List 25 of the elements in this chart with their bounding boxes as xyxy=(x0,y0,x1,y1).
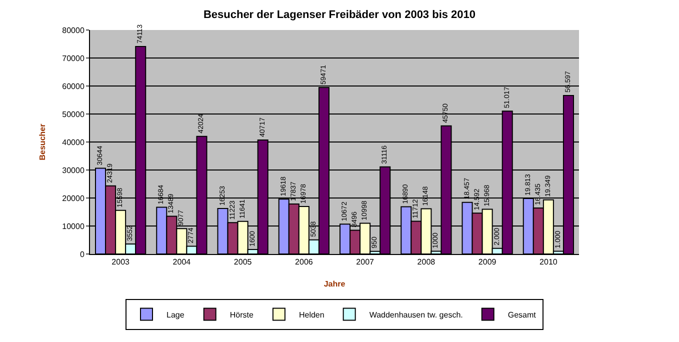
x-tick-label: 2004 xyxy=(172,258,192,267)
y-tick-label: 0 xyxy=(80,250,85,259)
x-tick-label: 2008 xyxy=(417,258,436,267)
y-tick-label: 20000 xyxy=(62,194,85,203)
legend-label: Helden xyxy=(298,310,324,320)
y-tick-label: 70000 xyxy=(62,54,85,63)
y-tick-label: 50000 xyxy=(62,110,85,119)
y-tick-label: 30000 xyxy=(62,166,85,175)
y-tick-label: 10000 xyxy=(62,222,85,231)
y-axis-title: Besucher xyxy=(38,124,47,160)
legend-label: Lage xyxy=(166,310,185,320)
y-tick-label: 40000 xyxy=(62,138,85,147)
x-tick-label: 2009 xyxy=(478,258,497,267)
x-tick-label: 2005 xyxy=(234,258,252,267)
y-tick-label: 80000 xyxy=(62,26,85,35)
chart-title: Besucher der Lagenser Freibäder von 2003 bis 2010 xyxy=(203,8,476,21)
x-tick-label: 2003 xyxy=(112,258,130,267)
x-tick-label: 2010 xyxy=(540,258,558,267)
y-tick-label: 60000 xyxy=(62,82,85,91)
legend-label: Waddenhausen tw. gesch. xyxy=(369,310,463,320)
x-tick-label: 2007 xyxy=(356,258,375,267)
x-axis-title: Jahre xyxy=(324,280,346,289)
x-tick-label: 2006 xyxy=(295,258,314,267)
legend-label: Hörste xyxy=(230,310,254,320)
legend-label: Gesamt xyxy=(508,310,537,320)
